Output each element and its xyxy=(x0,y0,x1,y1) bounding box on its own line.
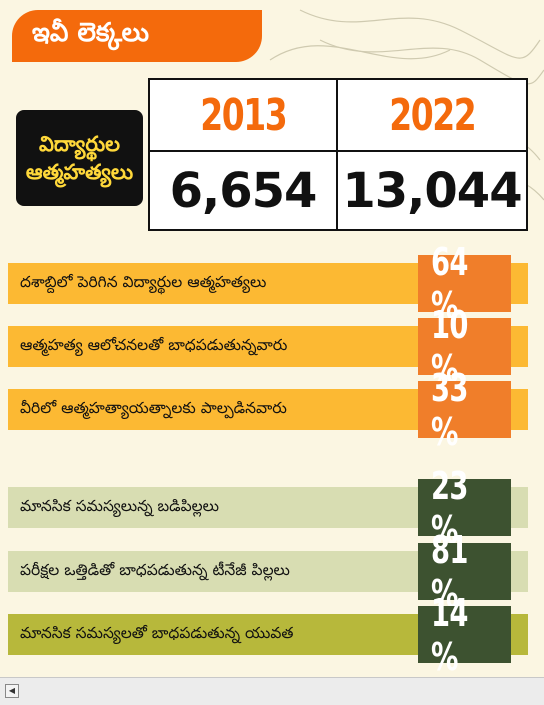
stat-row: పరీక్షల ఒత్తిడితో బాధపడుతున్న టీనేజీ పిల… xyxy=(8,528,528,616)
count-cell-2013: 6,654 xyxy=(150,152,338,229)
year-cell-2013: 2013 xyxy=(150,80,338,152)
stat-row: మానసిక సమస్యలతో బాధపడుతున్న యువత 14 % xyxy=(8,591,528,679)
stat-row: వీరిలో ఆత్మహత్యాయత్నాలకు పాల్పడినవారు 33… xyxy=(8,366,528,454)
stat-value: 33 % xyxy=(418,366,511,454)
page-title: ఇవీ లెక్కలు xyxy=(12,10,262,62)
side-label-line1: విద్యార్థుల xyxy=(39,131,120,156)
student-suicides-label: విద్యార్థుల ఆత్మహత్యలు xyxy=(16,110,143,206)
count-2022: 13,044 xyxy=(342,162,522,219)
horizontal-scrollbar[interactable]: ◀ xyxy=(0,677,544,705)
yearly-count-table: 2013 2022 6,654 13,044 xyxy=(148,78,528,231)
stat-value: 14 % xyxy=(418,591,511,679)
year-2022: 2022 xyxy=(389,89,476,141)
stat-row: దశాబ్దిలో పెరిగిన విద్యార్థుల ఆత్మహత్యలు… xyxy=(8,240,528,328)
year-cell-2022: 2022 xyxy=(338,80,526,152)
scroll-left-icon[interactable]: ◀ xyxy=(5,684,19,698)
stat-value: 10 % xyxy=(418,303,511,391)
count-cell-2022: 13,044 xyxy=(338,152,526,229)
stat-value: 64 % xyxy=(418,240,511,328)
side-label-line2: ఆత్మహత్యలు xyxy=(25,160,134,184)
year-2013: 2013 xyxy=(200,89,287,141)
stat-row: ఆత్మహత్య ఆలోచనలతో బాధపడుతున్నవారు 10 % xyxy=(8,303,528,391)
count-2013: 6,654 xyxy=(169,162,318,219)
